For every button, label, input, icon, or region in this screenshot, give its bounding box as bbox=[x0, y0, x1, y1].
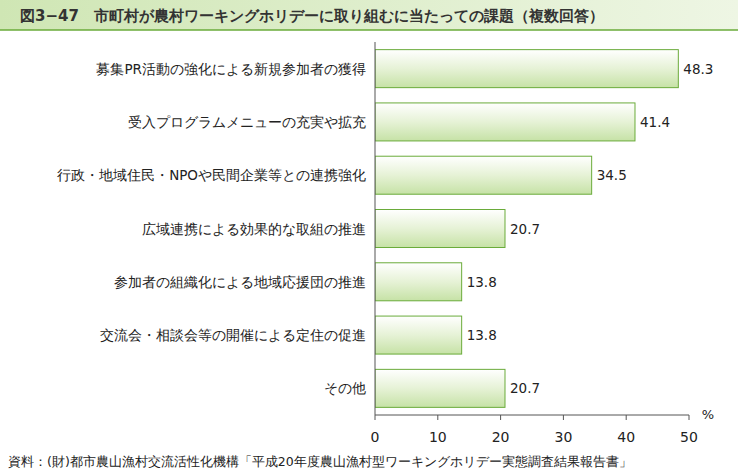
bar bbox=[375, 316, 462, 354]
category-label: その他 bbox=[324, 380, 366, 396]
x-axis bbox=[375, 415, 689, 416]
x-tick bbox=[626, 415, 627, 420]
x-tick-label: 0 bbox=[371, 429, 380, 445]
category-label: 参加者の組織化による地域応援団の推進 bbox=[114, 274, 366, 290]
data-label: 48.3 bbox=[683, 61, 713, 77]
source: 資料：(財)都市農山漁村交流活性化機構「平成20年度農山漁村型ワーキングホリデー… bbox=[8, 454, 632, 469]
x-tick bbox=[437, 415, 438, 420]
data-label: 13.8 bbox=[467, 274, 497, 290]
x-axis-label: % bbox=[702, 407, 714, 422]
x-tick-label: 30 bbox=[554, 429, 572, 445]
bar bbox=[375, 103, 635, 141]
category-label: 行政・地域住民・NPOや民間企業等との連携強化 bbox=[57, 167, 366, 183]
title: 図3−47 市町村が農村ワーキングホリデーに取り組むに当たっての課題（複数回答） bbox=[20, 7, 604, 25]
category-label: 広域連携による効果的な取組の推進 bbox=[142, 221, 366, 237]
chart: 図3−47 市町村が農村ワーキングホリデーに取り組むに当たっての課題（複数回答）… bbox=[0, 0, 738, 475]
data-label: 41.4 bbox=[640, 114, 670, 130]
x-tick-label: 50 bbox=[680, 429, 698, 445]
bar bbox=[375, 369, 505, 407]
bar bbox=[375, 263, 462, 301]
bar bbox=[375, 210, 505, 248]
x-tick bbox=[375, 415, 376, 420]
title-background bbox=[0, 0, 738, 30]
x-tick-label: 40 bbox=[617, 429, 635, 445]
data-label: 20.7 bbox=[510, 221, 540, 237]
x-tick-label: 10 bbox=[429, 429, 447, 445]
y-axis bbox=[375, 42, 376, 415]
data-label: 34.5 bbox=[597, 167, 627, 183]
category-label: 交流会・相談会等の開催による定住の促進 bbox=[100, 327, 366, 343]
category-label: 募集PR活動の強化による新規参加者の獲得 bbox=[96, 61, 366, 77]
category-label: 受入プログラムメニューの充実や拡充 bbox=[128, 114, 366, 130]
title-underline bbox=[0, 29, 738, 31]
bar bbox=[375, 50, 678, 88]
data-label: 13.8 bbox=[467, 327, 497, 343]
x-tick-label: 20 bbox=[492, 429, 510, 445]
data-label: 20.7 bbox=[510, 380, 540, 396]
chart-root: 図3−47 市町村が農村ワーキングホリデーに取り組むに当たっての課題（複数回答）… bbox=[0, 0, 738, 475]
bars bbox=[375, 50, 678, 408]
x-tick bbox=[563, 415, 564, 420]
bar bbox=[375, 156, 592, 194]
x-tick bbox=[500, 415, 501, 420]
x-tick bbox=[689, 415, 690, 420]
